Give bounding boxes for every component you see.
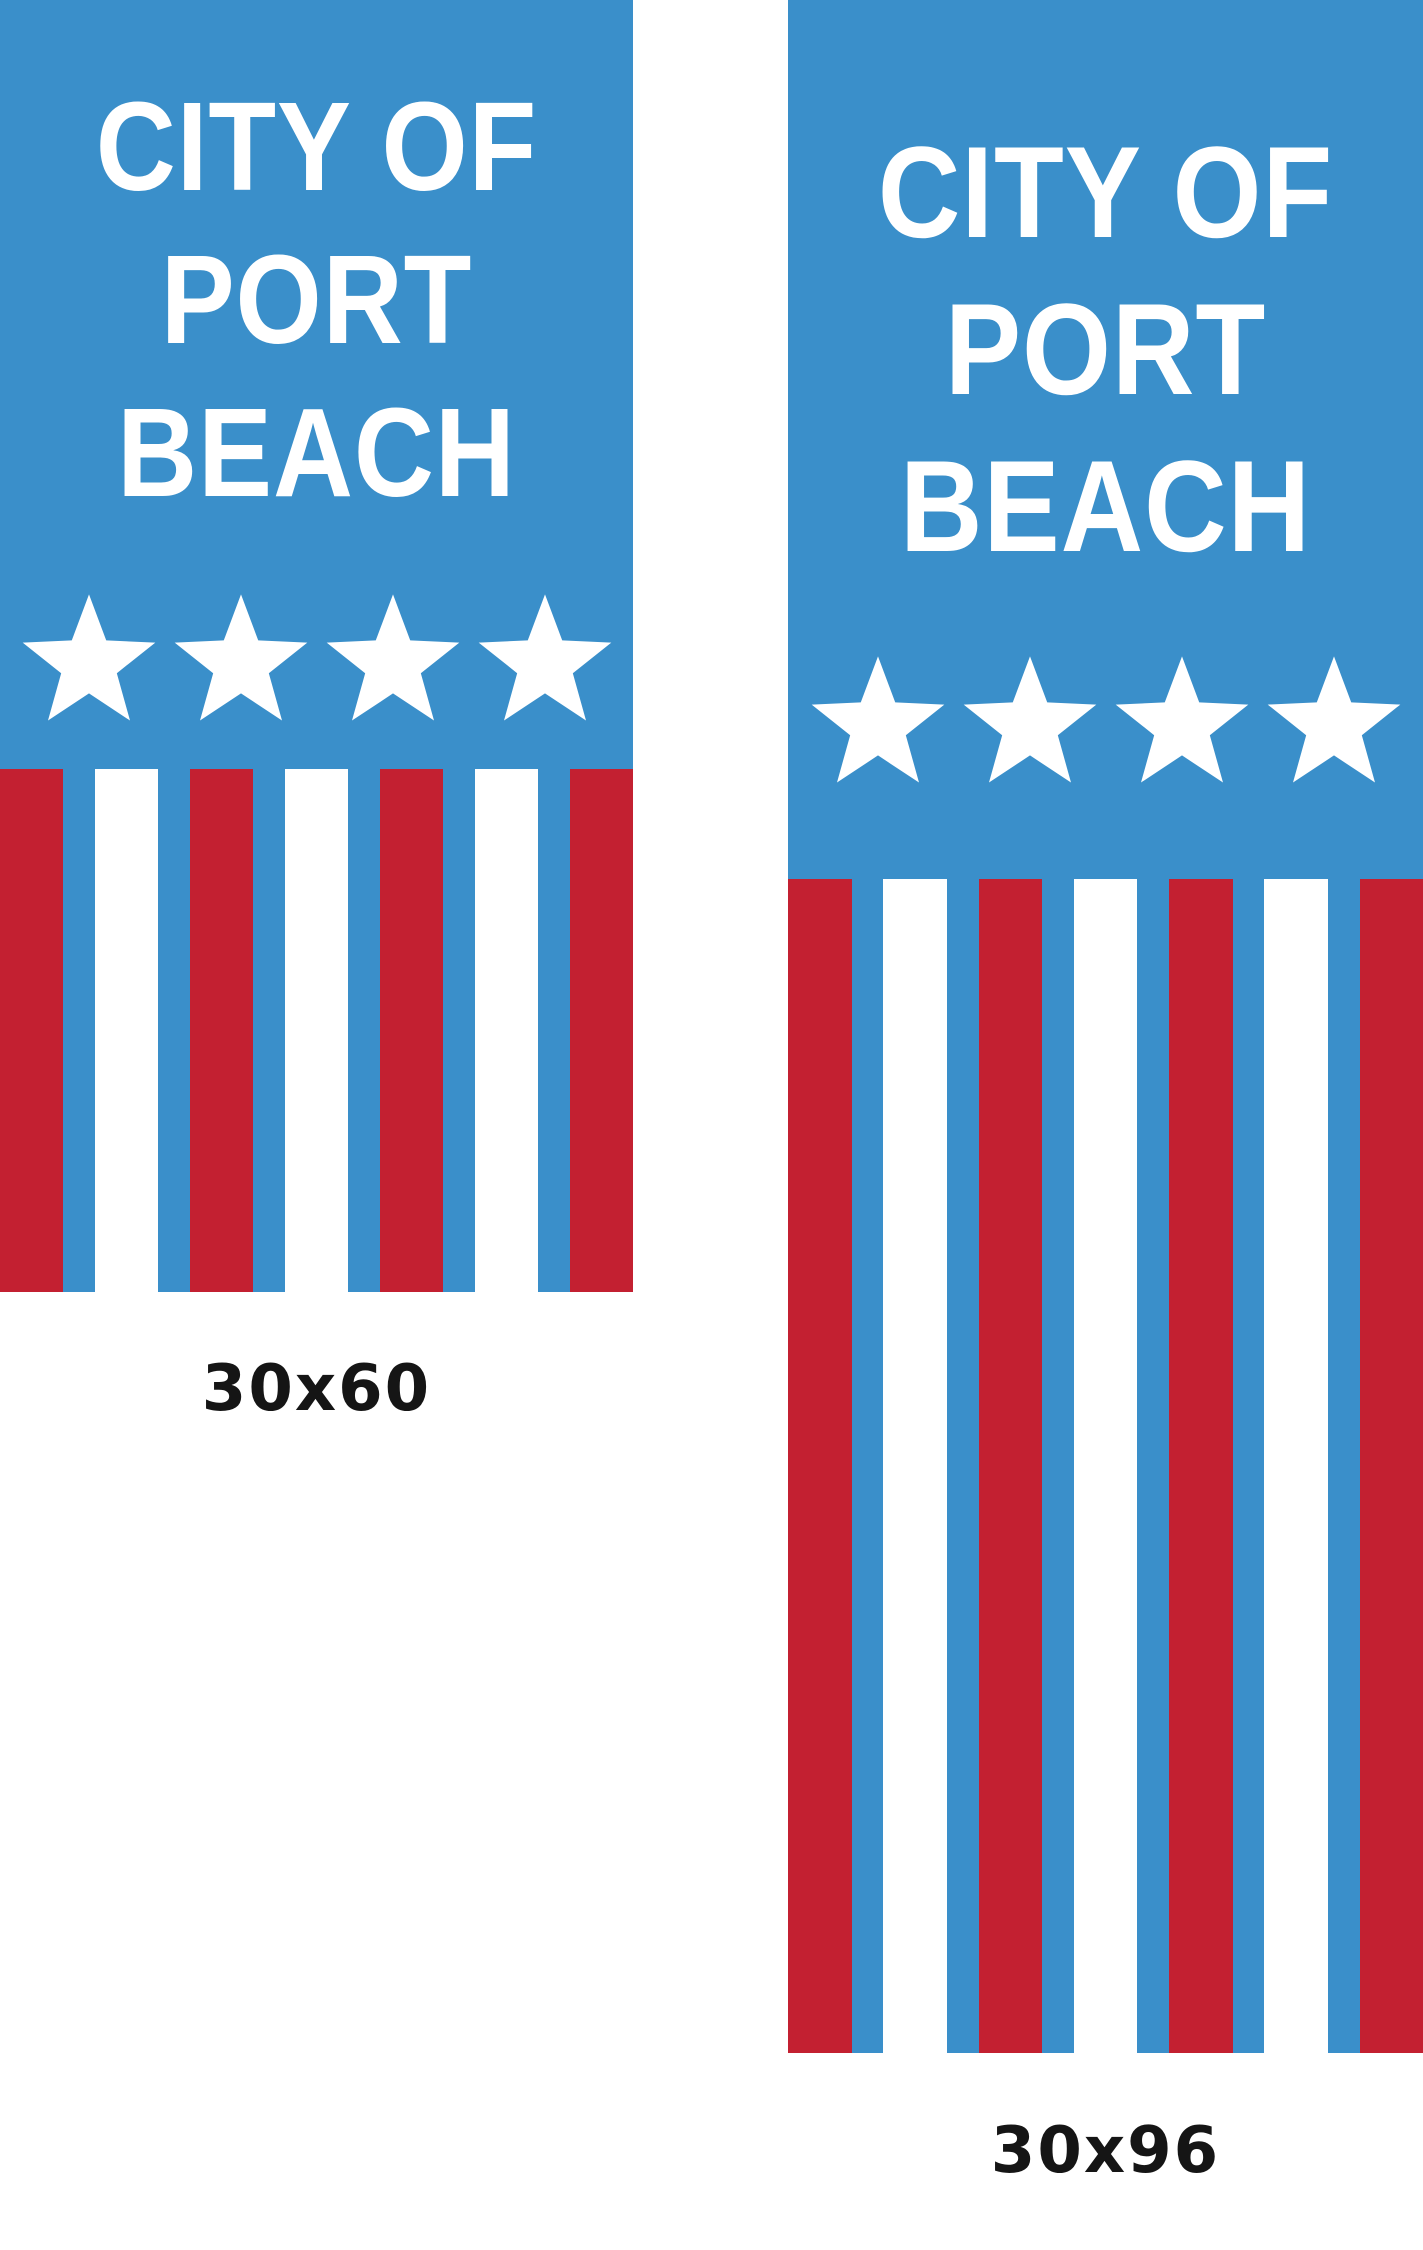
banner-title-line-3: BEACH xyxy=(117,382,516,523)
star-icon xyxy=(811,656,944,783)
stripe-red xyxy=(569,769,634,1292)
banner-30x60: CITY OF PORT BEACH xyxy=(0,0,634,1292)
stripe-pattern xyxy=(788,879,1423,2053)
stripe-gap xyxy=(852,879,884,2053)
stripe-red xyxy=(379,769,444,1292)
stripe-gap xyxy=(1137,879,1169,2053)
stripe-gap xyxy=(1233,879,1265,2053)
stripe-red xyxy=(1169,879,1233,2053)
banner-title-line-2: PORT xyxy=(944,276,1267,422)
stripe-red xyxy=(1359,879,1423,2053)
banner-30x60-title: CITY OF PORT BEACH xyxy=(38,70,595,529)
star-icon xyxy=(1115,656,1248,783)
stripe-gap xyxy=(63,769,95,1292)
stripe-gap xyxy=(538,769,570,1292)
star-icon xyxy=(174,594,307,721)
stripe-pattern xyxy=(0,769,634,1292)
star-icon xyxy=(22,594,155,721)
stripe-gap xyxy=(1042,879,1074,2053)
star-icon xyxy=(326,594,459,721)
stripe-gap xyxy=(348,769,380,1292)
star-row xyxy=(0,593,633,722)
banner-30x96: CITY OF PORT BEACH xyxy=(788,0,1423,2053)
stripe-white xyxy=(883,879,947,2053)
stripe-white xyxy=(474,769,539,1292)
size-label-30x96: 30x96 xyxy=(990,2114,1221,2188)
stripe-gap xyxy=(443,769,475,1292)
star-icon xyxy=(478,594,611,721)
stripe-white xyxy=(1073,879,1138,2053)
banner-title-line-3: BEACH xyxy=(899,433,1312,579)
banner-title-line-2: PORT xyxy=(160,229,473,370)
star-row xyxy=(788,655,1423,784)
stripe-gap xyxy=(947,879,979,2053)
stripe-white xyxy=(1264,879,1328,2053)
stripe-red xyxy=(978,879,1042,2053)
stripe-red xyxy=(189,769,254,1292)
stripe-gap xyxy=(158,769,190,1292)
stripe-red xyxy=(0,769,64,1292)
stripe-white xyxy=(94,769,159,1292)
stripe-gap xyxy=(1328,879,1360,2053)
stripe-white xyxy=(284,769,349,1292)
banner-title-line-1: CITY OF xyxy=(95,76,538,217)
stripe-red xyxy=(788,879,852,2053)
star-icon xyxy=(1267,656,1400,783)
banner-30x96-title: CITY OF PORT BEACH xyxy=(826,114,1385,585)
star-icon xyxy=(963,656,1096,783)
size-label-30x60: 30x60 xyxy=(201,1352,432,1426)
banner-title-line-1: CITY OF xyxy=(877,119,1334,265)
stripe-gap xyxy=(253,769,285,1292)
